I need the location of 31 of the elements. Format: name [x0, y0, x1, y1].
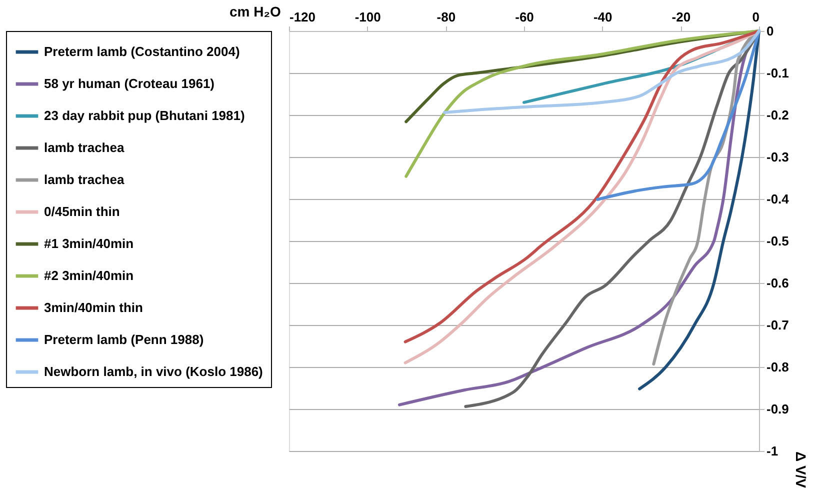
legend-label: Newborn lamb, in vivo (Koslo 1986)	[44, 364, 263, 379]
x-tick-label: -120	[290, 10, 316, 24]
y-tick-label: -0.9	[766, 402, 789, 416]
y-axis-title: Δ V/V	[792, 452, 809, 489]
legend-label: 0/45min thin	[44, 204, 120, 219]
legend-label: Preterm lamb (Penn 1988)	[44, 332, 204, 347]
legend-label: 58 yr human (Croteau 1961)	[44, 76, 215, 91]
y-tick-label: 0	[766, 24, 774, 38]
legend-label: 23 day rabbit pup (Bhutani 1981)	[44, 108, 245, 123]
y-tick-label: -0.8	[766, 360, 789, 374]
x-tick-label: -20	[672, 10, 691, 24]
x-tick-label: -80	[436, 10, 456, 24]
y-tick-label: -0.6	[766, 276, 789, 290]
legend-label: lamb trachea	[44, 140, 125, 155]
legend-label: #2 3min/40min	[44, 268, 134, 283]
legend-label: lamb trachea	[44, 172, 125, 187]
y-tick-label: -0.4	[766, 192, 790, 206]
x-tick-label: -60	[515, 10, 534, 24]
legend-label: Preterm lamb (Costantino 2004)	[44, 44, 240, 59]
y-tick-label: -1	[766, 444, 778, 458]
legend-label: 3min/40min thin	[44, 300, 144, 315]
y-tick-label: -0.2	[766, 108, 789, 122]
x-tick-label: -100	[354, 10, 381, 24]
y-tick-label: -0.3	[766, 150, 789, 164]
legend-label: #1 3min/40min	[44, 236, 134, 251]
x-tick-label: 0	[752, 10, 760, 24]
y-tick-label: -0.5	[766, 234, 789, 248]
y-tick-label: -0.1	[766, 66, 789, 80]
x-tick-label: -40	[593, 10, 612, 24]
x-axis-title: cm H₂O	[230, 4, 281, 20]
y-tick-label: -0.7	[766, 318, 789, 332]
